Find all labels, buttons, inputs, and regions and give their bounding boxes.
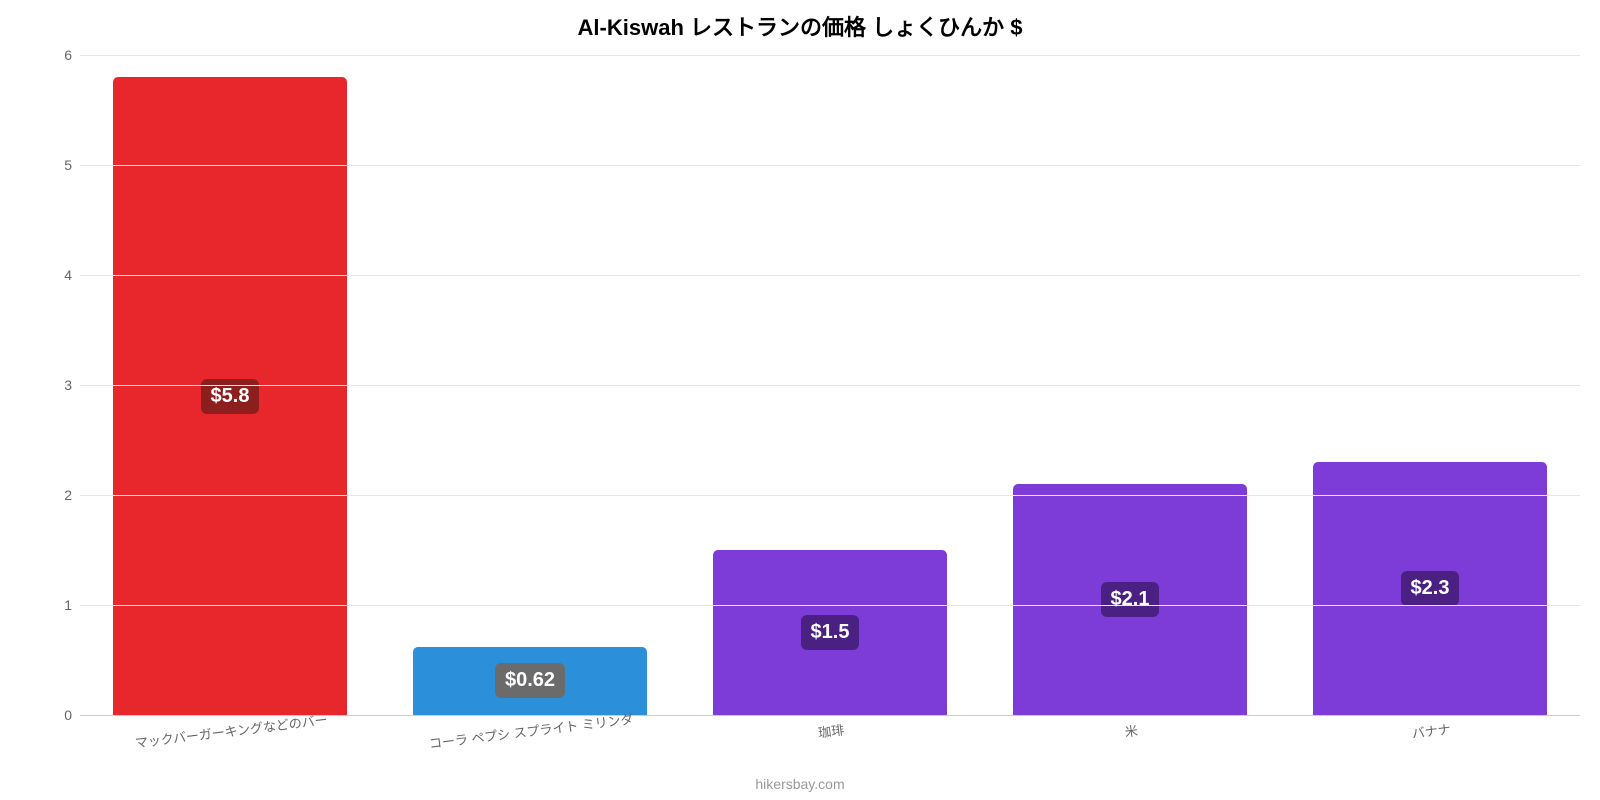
- value-badge: $2.1: [1101, 582, 1160, 617]
- y-tick-label: 4: [64, 267, 72, 283]
- bar: $0.62: [413, 647, 647, 715]
- gridline: [80, 275, 1580, 276]
- x-axis-label: 珈琲: [817, 719, 845, 741]
- y-tick-label: 6: [64, 47, 72, 63]
- gridline: [80, 55, 1580, 56]
- x-axis-label: マックバーガーキングなどのバー: [134, 709, 329, 751]
- y-tick-label: 1: [64, 597, 72, 613]
- gridline: [80, 165, 1580, 166]
- gridline: [80, 495, 1580, 496]
- y-tick-label: 5: [64, 157, 72, 173]
- x-axis-label: バナナ: [1411, 719, 1452, 743]
- y-tick-label: 3: [64, 377, 72, 393]
- value-badge: $5.8: [201, 379, 260, 414]
- bar: $2.3: [1313, 462, 1547, 715]
- value-badge: $1.5: [801, 615, 860, 650]
- x-label-slot: 米: [980, 715, 1280, 775]
- gridline: [80, 605, 1580, 606]
- y-tick-label: 0: [64, 707, 72, 723]
- x-axis-label: 米: [1124, 720, 1139, 740]
- x-axis-label: コーラ ペプシ スプライト ミリンダ: [428, 708, 635, 752]
- plot-area: $5.8$0.62$1.5$2.1$2.3 0123456: [80, 55, 1580, 715]
- x-label-slot: マックバーガーキングなどのバー: [80, 715, 380, 775]
- x-axis-labels: マックバーガーキングなどのバーコーラ ペプシ スプライト ミリンダ 珈琲 米 バナナ: [80, 715, 1580, 775]
- bar: $2.1: [1013, 484, 1247, 715]
- attribution-text: hikersbay.com: [0, 776, 1600, 792]
- x-label-slot: コーラ ペプシ スプライト ミリンダ: [380, 715, 680, 775]
- chart-title: Al-Kiswah レストランの価格 しょくひんか $: [0, 10, 1600, 42]
- x-label-slot: バナナ: [1280, 715, 1580, 775]
- bar: $5.8: [113, 77, 347, 715]
- price-bar-chart: Al-Kiswah レストランの価格 しょくひんか $ $5.8 $0.62 $1.…: [0, 0, 1600, 800]
- x-label-slot: 珈琲: [680, 715, 980, 775]
- value-badge: $0.62: [495, 663, 565, 698]
- gridline: [80, 385, 1580, 386]
- value-badge: $2.3: [1401, 571, 1460, 606]
- y-tick-label: 2: [64, 487, 72, 503]
- bar: $1.5: [713, 550, 947, 715]
